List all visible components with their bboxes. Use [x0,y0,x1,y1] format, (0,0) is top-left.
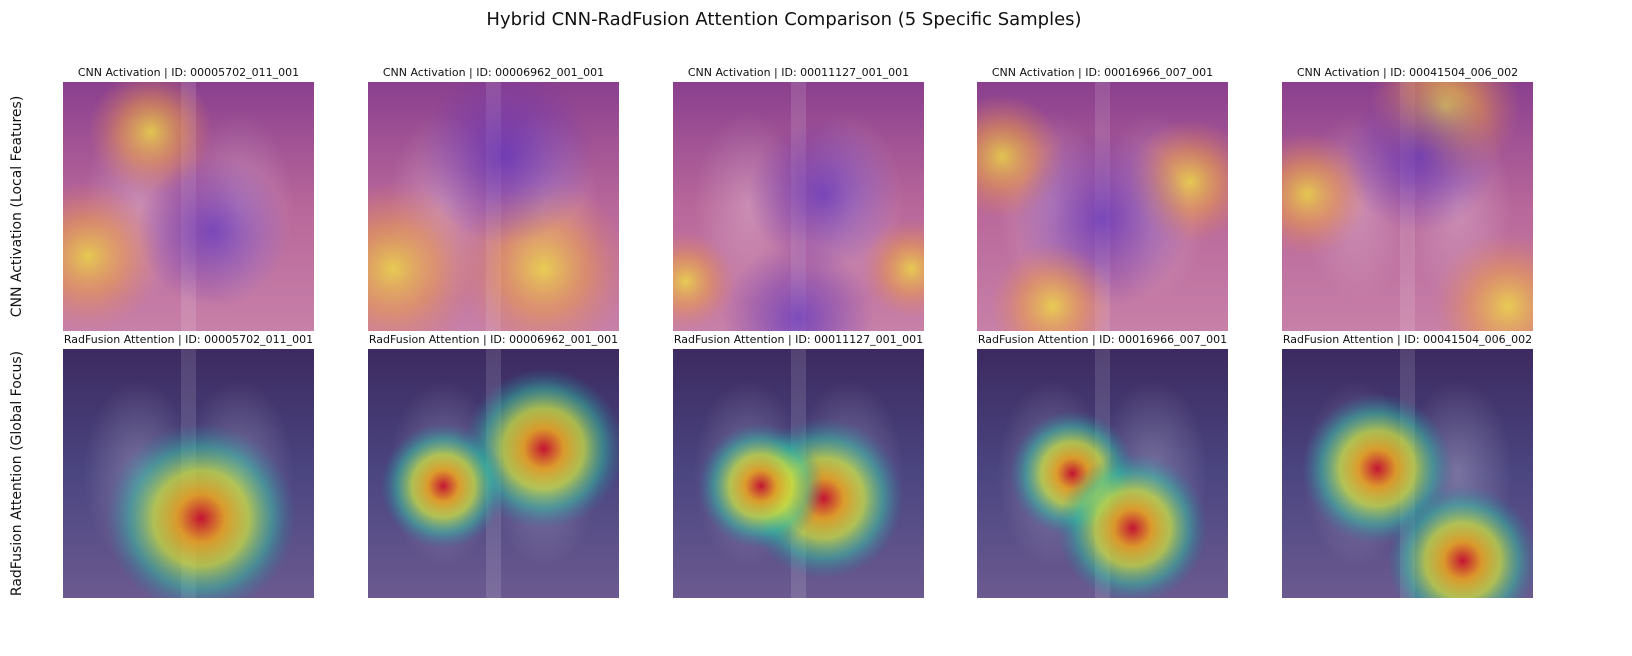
image-content [63,82,314,331]
activation-blob [380,423,507,549]
image-content [1282,349,1533,598]
image-content [63,349,314,598]
heatmap-image [673,82,924,331]
panel-title: CNN Activation | ID: 00005702_011_001 [78,66,299,79]
activation-blob [1387,485,1533,598]
image-content [673,349,924,598]
activation-blob [989,243,1116,331]
panel-title: RadFusion Attention | ID: 00011127_001_0… [674,333,923,346]
heatmap-image [673,349,924,598]
heatmap-image [63,349,314,598]
heatmap-image [368,82,619,331]
activation-blob [63,181,164,331]
panel-title: RadFusion Attention | ID: 00016966_007_0… [978,333,1227,346]
activation-blob [673,231,736,331]
row-label: CNN Activation (Local Features) [9,96,25,318]
activation-blob [105,422,297,598]
activation-blob [698,423,824,549]
heatmap-image [1282,82,1533,331]
image-content [977,82,1228,331]
panel-title: CNN Activation | ID: 00041504_006_002 [1297,66,1518,79]
panel-title: CNN Activation | ID: 00011127_001_001 [688,66,909,79]
activation-blob [138,156,289,307]
heatmap-image [977,82,1228,331]
figure-title: Hybrid CNN-RadFusion Attention Compariso… [486,9,1081,30]
activation-blob [1344,82,1496,232]
image-content [673,82,924,331]
activation-blob [418,82,594,245]
activation-blob [1057,453,1208,598]
activation-blob [1432,230,1533,331]
panel-title: RadFusion Attention | ID: 00006962_001_0… [369,333,618,346]
panel-title: RadFusion Attention | ID: 00005702_011_0… [64,333,313,346]
panel-title: RadFusion Attention | ID: 00041504_006_0… [1283,333,1532,346]
activation-blob [748,118,899,270]
image-content [977,349,1228,598]
image-content [368,82,619,331]
image-content [1282,82,1533,331]
row-label: RadFusion Attention (Global Focus) [9,351,25,596]
image-content [368,349,619,598]
panel-title: CNN Activation | ID: 00006962_001_001 [383,66,604,79]
panel-title: CNN Activation | ID: 00016966_007_001 [992,66,1213,79]
heatmap-image [1282,349,1533,598]
heatmap-image [977,349,1228,598]
heatmap-image [63,82,314,331]
heatmap-image [368,349,619,598]
